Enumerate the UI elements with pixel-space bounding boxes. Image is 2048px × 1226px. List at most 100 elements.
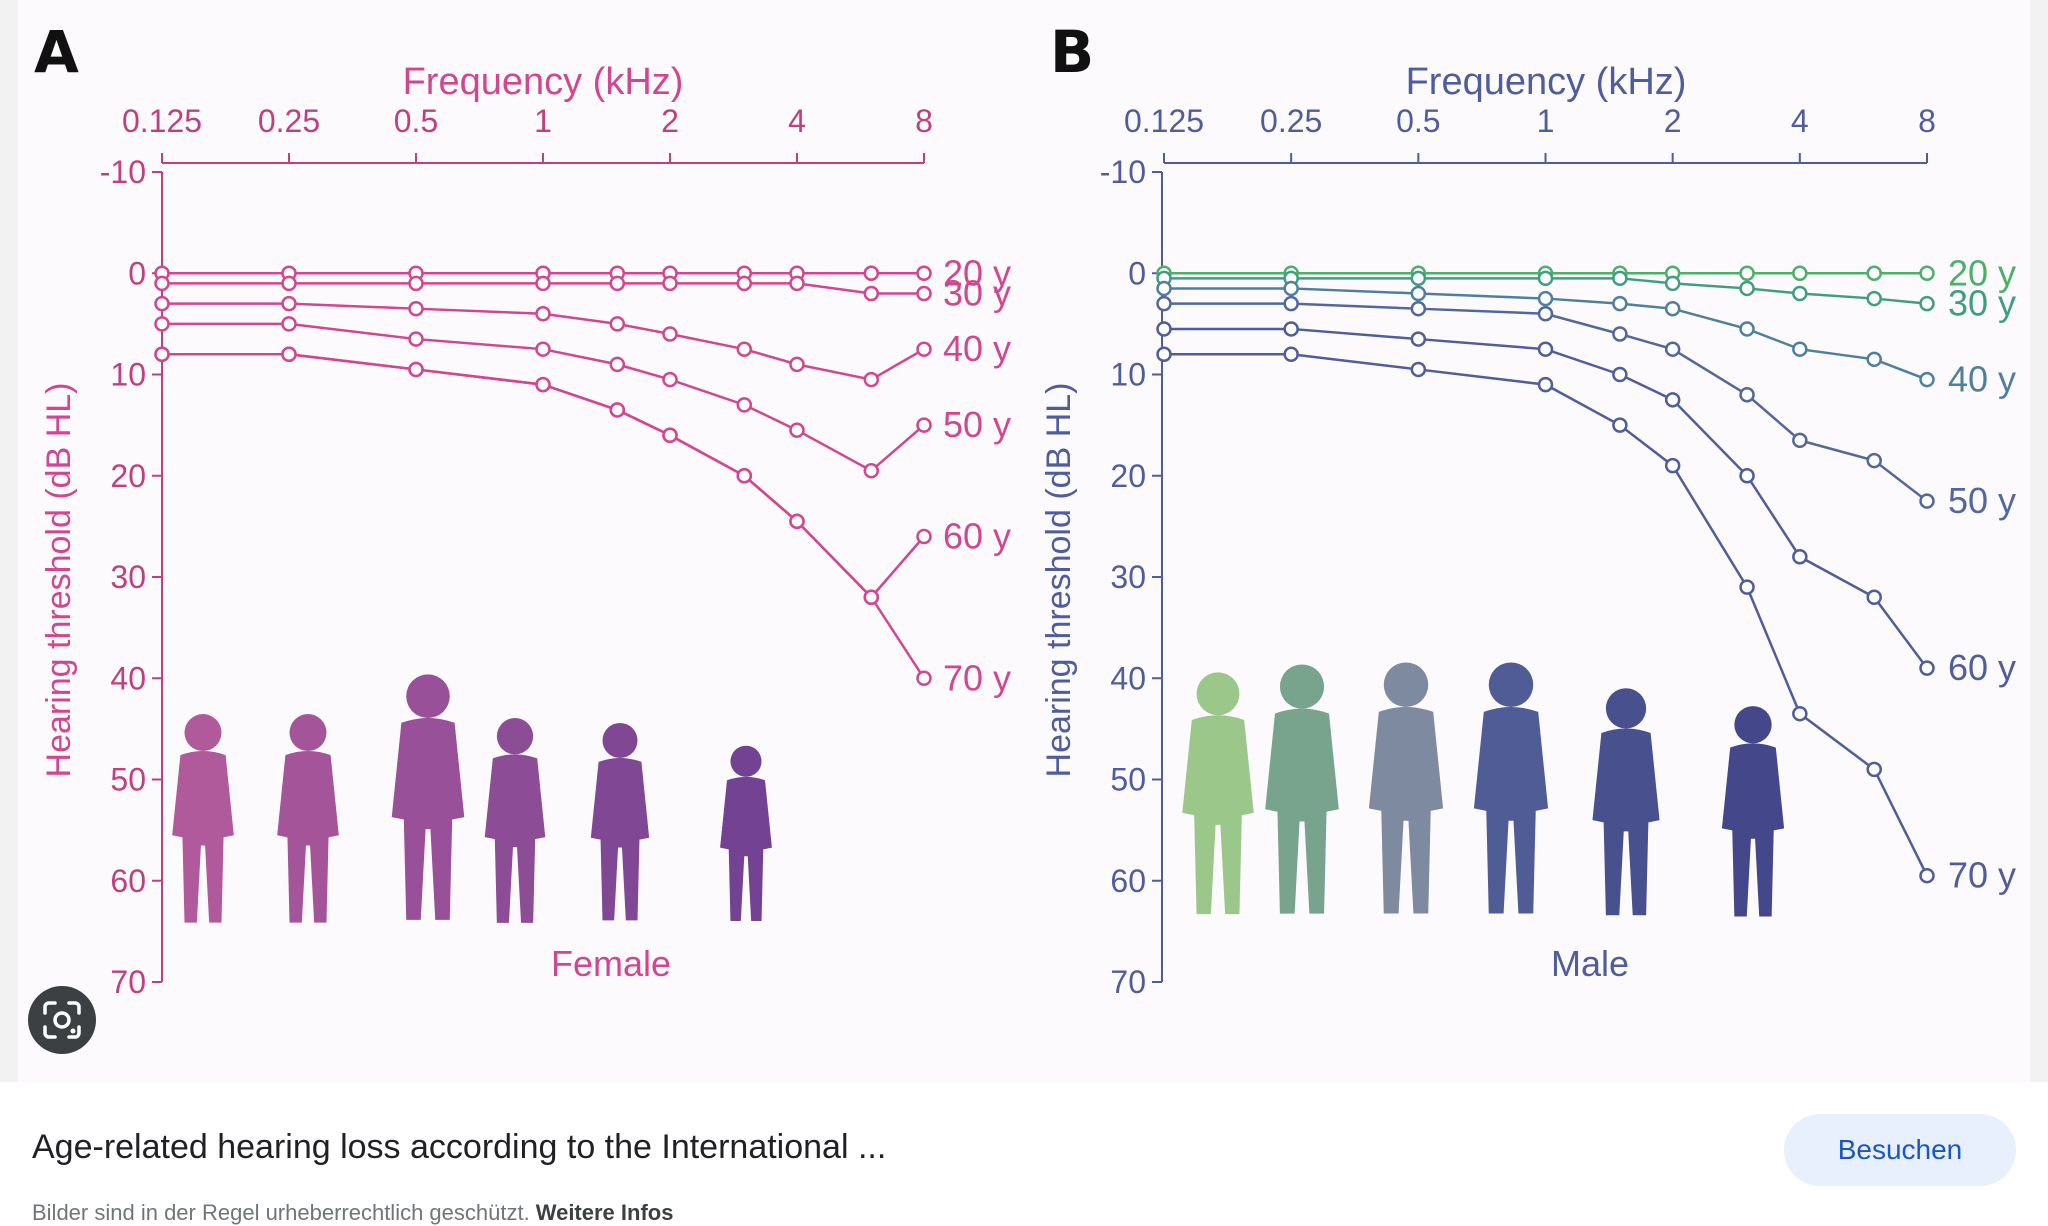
data-point — [1919, 295, 1935, 312]
data-point — [1664, 275, 1681, 292]
data-point — [789, 356, 805, 373]
data-point — [1664, 457, 1681, 474]
data-point — [916, 341, 932, 357]
silhouette-body — [277, 751, 339, 923]
data-point — [1792, 341, 1808, 357]
x-tick-label: 8 — [1918, 103, 1936, 139]
data-point — [916, 670, 932, 686]
data-point — [736, 468, 753, 484]
data-point — [154, 295, 170, 312]
x-tick-label: 8 — [915, 103, 933, 139]
data-point — [1537, 270, 1554, 287]
data-point — [1156, 346, 1172, 362]
x-tick-label: 4 — [1791, 103, 1809, 139]
female-silhouettes — [172, 674, 772, 923]
data-point — [1410, 331, 1427, 347]
sex-label-male: Male — [1551, 943, 1629, 984]
data-point — [535, 275, 551, 292]
data-point — [863, 589, 880, 605]
data-point — [1156, 280, 1172, 297]
more-info-link[interactable]: Weitere Infos — [535, 1200, 674, 1225]
data-point — [1739, 468, 1755, 484]
data-point — [662, 427, 678, 443]
data-point — [1410, 270, 1427, 287]
sex-label-female: Female — [551, 943, 671, 984]
male-silhouette — [1182, 672, 1254, 915]
data-point — [1410, 361, 1427, 378]
data-point — [1156, 295, 1172, 312]
silhouette-head — [184, 714, 222, 752]
data-point — [1792, 432, 1808, 449]
data-point — [1612, 417, 1628, 433]
data-point — [1664, 300, 1681, 317]
data-point — [1410, 285, 1427, 302]
data-point — [154, 346, 170, 362]
google-lens-icon[interactable] — [28, 986, 96, 1054]
series-line-30y — [1164, 277, 1928, 305]
series-label: 30 y — [1948, 283, 2016, 324]
data-point — [863, 371, 880, 388]
data-point — [662, 371, 678, 388]
male-silhouette — [1721, 706, 1785, 917]
data-point — [281, 275, 297, 292]
panel-male: B Frequency (kHz) Hearing threshold (dB … — [1040, 18, 2016, 1000]
y-tick-label: 30 — [110, 559, 146, 595]
series-label: 40 y — [1948, 359, 2016, 400]
y-tick-label: 10 — [1110, 357, 1146, 393]
data-point — [535, 306, 551, 322]
silhouette-body — [1368, 706, 1444, 914]
silhouette-head — [1488, 662, 1534, 707]
data-point — [736, 275, 753, 292]
threshold-axis-label: Hearing threshold (dB HL) — [1040, 383, 1078, 778]
silhouette-head — [1734, 706, 1772, 744]
silhouette-body — [1721, 743, 1785, 917]
data-point — [1612, 326, 1628, 342]
series-label: 70 y — [1948, 855, 2016, 896]
panel-letter-b: B — [1050, 18, 1094, 86]
data-point — [789, 275, 805, 292]
y-tick-label: 60 — [1110, 863, 1146, 899]
data-point — [1866, 761, 1882, 778]
copyright-text: Bilder sind in der Regel urheberrechtlic… — [32, 1200, 530, 1225]
result-title[interactable]: Age-related hearing loss according to th… — [32, 1128, 887, 1166]
data-point — [281, 316, 297, 332]
data-point — [662, 326, 678, 342]
data-point — [789, 513, 805, 530]
visit-button[interactable]: Besuchen — [1784, 1114, 2016, 1186]
data-point — [863, 462, 880, 479]
y-tick-label: 0 — [128, 255, 146, 291]
female-silhouette — [720, 745, 772, 922]
silhouette-head — [602, 722, 638, 758]
data-point — [1283, 321, 1299, 337]
data-point — [1537, 306, 1554, 322]
data-point — [609, 356, 626, 373]
data-point — [863, 265, 880, 281]
series-line-40y — [162, 302, 925, 381]
silhouette-body — [1473, 706, 1549, 914]
data-point — [1739, 387, 1755, 403]
x-tick-label: 0.25 — [258, 103, 320, 139]
female-silhouette — [590, 722, 650, 921]
data-point — [408, 300, 424, 317]
panel-female: A Frequency (kHz) Hearing threshold (dB … — [34, 18, 1011, 1000]
silhouette-head — [1605, 688, 1647, 729]
data-point — [1283, 346, 1299, 362]
y-tick-label: 40 — [110, 660, 146, 696]
data-point — [1866, 589, 1882, 605]
panel-letter-a: A — [34, 18, 79, 86]
silhouette-body — [391, 717, 465, 920]
data-point — [1664, 392, 1681, 408]
series-line-60y — [1164, 327, 1929, 669]
series-line-50y — [162, 322, 925, 473]
x-tick-label: 1 — [534, 103, 552, 139]
data-point — [408, 361, 424, 378]
data-point — [916, 528, 932, 545]
data-point — [916, 417, 932, 433]
silhouette-body — [1265, 708, 1339, 914]
female-silhouette — [277, 714, 339, 923]
series-label: 20 y — [1948, 252, 2016, 293]
x-tick-label: 0.5 — [394, 103, 438, 139]
chart-male-audiogram: 0.125 0.25 0.5 1 2 4 8 -10 0 10 20 30 40 50 60 70 20 y30… — [1100, 103, 2016, 1000]
series-label: 60 y — [943, 516, 1011, 557]
data-point — [1537, 376, 1554, 393]
